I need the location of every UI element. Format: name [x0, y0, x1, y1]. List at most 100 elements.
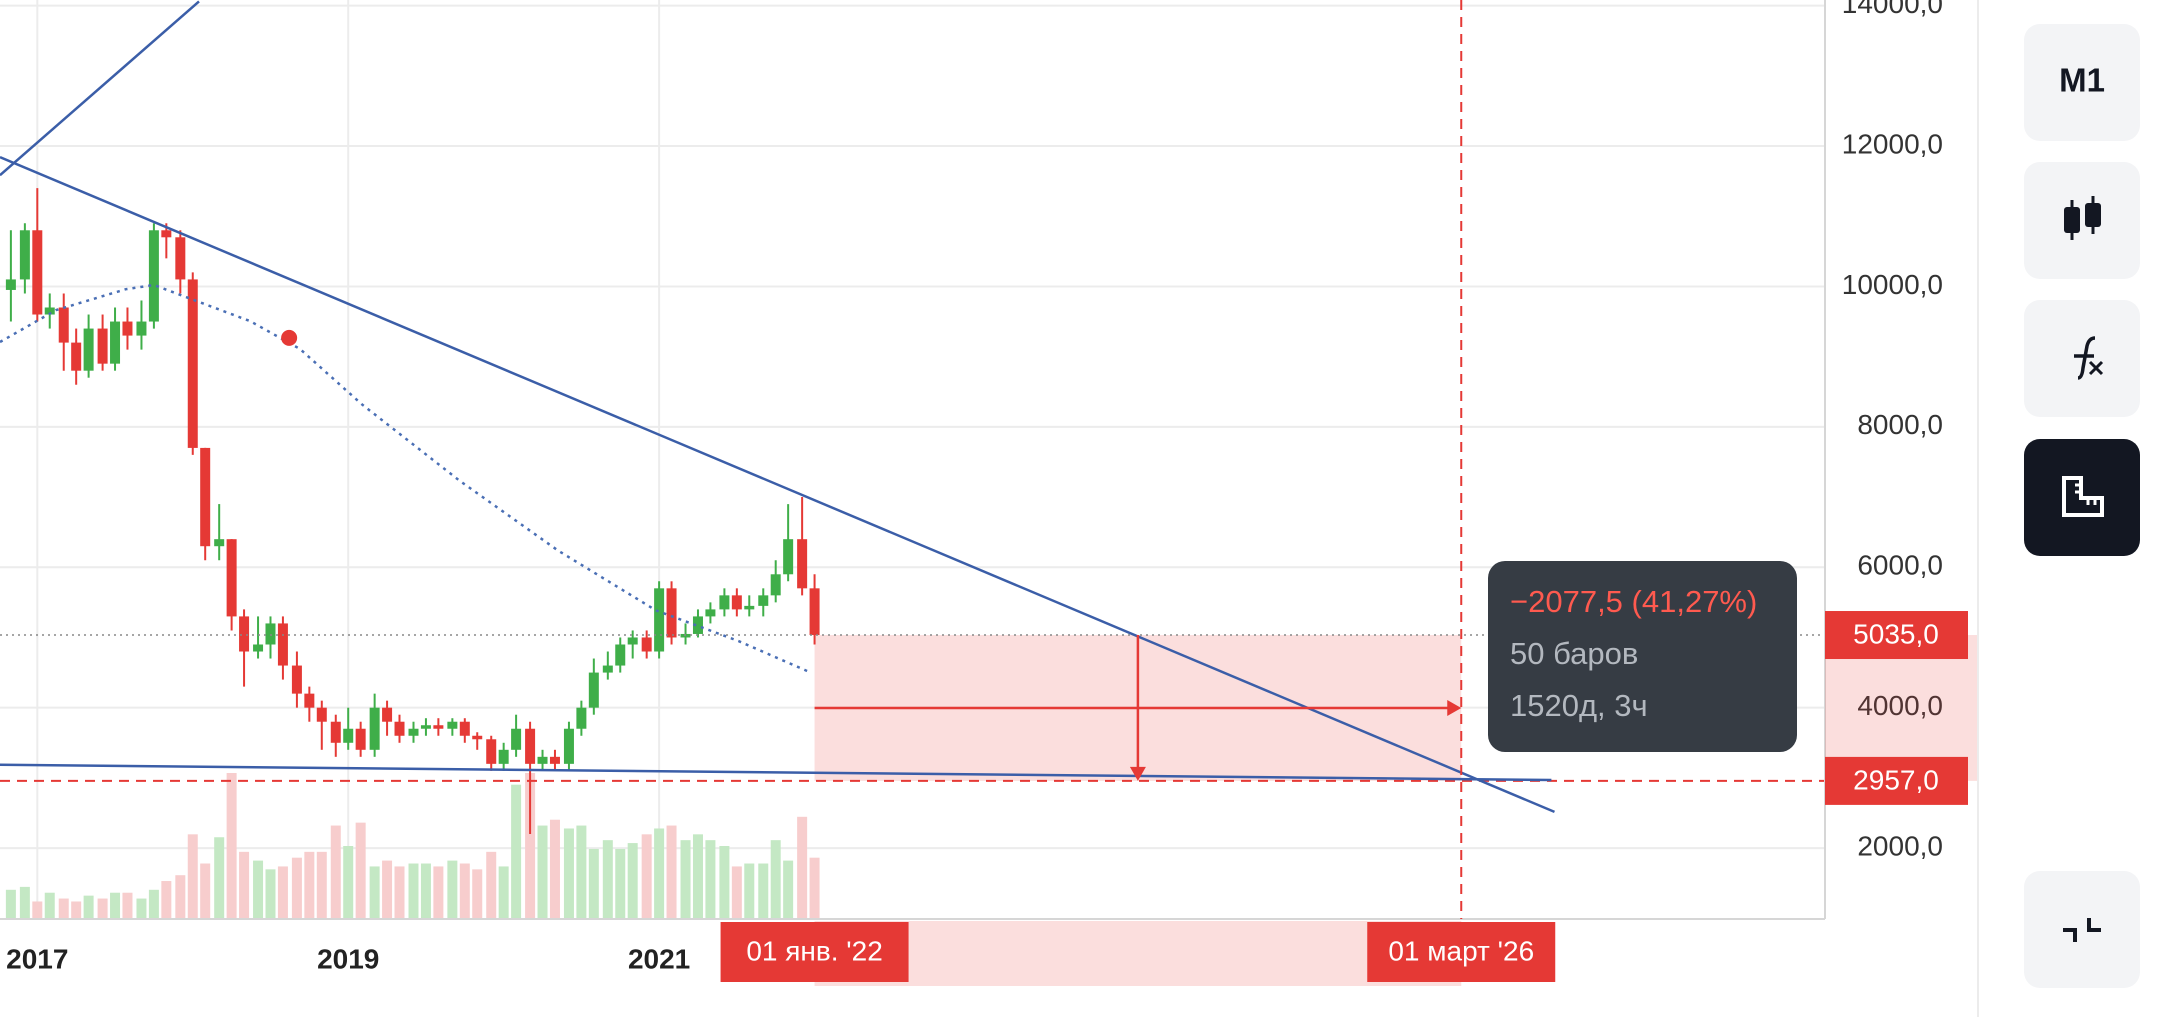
trend-line [0, 0, 200, 177]
tooltip-bars: 50 баров [1510, 636, 1638, 671]
candle-body [136, 321, 147, 336]
y-tick-label: 4000,0 [1857, 690, 1943, 721]
volume-bar [719, 846, 730, 919]
x-tick-label: 2019 [317, 943, 379, 974]
candle-body [44, 307, 55, 315]
volume-bar [408, 863, 419, 919]
candle-body [549, 756, 560, 764]
icon [2075, 483, 2097, 505]
volume-bar [394, 866, 405, 919]
date-tag-label: 01 янв. '22 [746, 935, 882, 966]
measure-y-range [1825, 635, 1978, 781]
candle-body [758, 595, 769, 606]
candle-body [239, 616, 250, 652]
volume-bar [136, 898, 147, 919]
volume-bar [226, 773, 237, 919]
volume-bar [602, 840, 613, 919]
marker-dot [281, 329, 298, 346]
timeframe-button[interactable]: M1 [2024, 24, 2140, 141]
volume-bar [382, 860, 393, 919]
volume-bar [32, 901, 43, 919]
volume-bar [5, 889, 16, 919]
candle-body [161, 230, 172, 238]
candle-body [316, 707, 327, 722]
candle-body [447, 721, 458, 729]
volume-bar [291, 857, 302, 919]
candle-body [304, 693, 315, 708]
volume-bar [744, 863, 755, 919]
button-bg [2024, 162, 2140, 279]
volume-bar [797, 816, 808, 919]
candle-body [355, 728, 366, 750]
button-bg [2024, 871, 2140, 988]
candle-body [486, 739, 497, 764]
tooltip-duration: 1520д, 3ч [1510, 688, 1648, 723]
volume-bar [304, 851, 315, 919]
candle-body [214, 539, 225, 547]
collapse-button[interactable] [2024, 871, 2140, 988]
timeframe-label: M1 [2059, 62, 2105, 99]
volume-bar [654, 828, 665, 919]
volume-bar [122, 892, 133, 919]
volume-bar [627, 843, 638, 919]
volume-bar [666, 825, 677, 919]
chart-type-button[interactable] [2024, 162, 2140, 279]
candle-body [382, 707, 393, 722]
volume-bar [369, 866, 380, 919]
volume-bar [770, 840, 781, 919]
volume-bar [265, 869, 276, 919]
candle-body [615, 644, 626, 666]
candle-body [783, 539, 794, 575]
volume-bar [97, 898, 108, 919]
candle-body [602, 665, 613, 673]
volume-bar [83, 895, 94, 919]
ruler-button[interactable] [2024, 439, 2140, 556]
button-bg [2024, 300, 2140, 417]
volume-bar [705, 840, 716, 919]
volume-bar [200, 863, 211, 919]
volume-bar [277, 866, 288, 919]
volume-bar [783, 860, 794, 919]
volume-bar [161, 881, 172, 919]
candle-body [576, 707, 587, 729]
candle-body [369, 707, 380, 750]
candle-body [265, 623, 276, 645]
candle-body [122, 321, 133, 336]
volume-bar [588, 848, 599, 919]
volume-bar [71, 901, 82, 919]
measure-x-range [814, 921, 1462, 986]
candle-body [666, 588, 677, 638]
volume-bar [187, 834, 198, 919]
candle-body [433, 725, 444, 729]
y-tick-label: 12000,0 [1842, 128, 1943, 159]
candle-body [5, 279, 16, 290]
candle-body [148, 230, 159, 322]
x-tick-label: 2017 [6, 943, 68, 974]
button-bg [2024, 24, 2140, 141]
arrow-head [1447, 699, 1462, 716]
candle-body [731, 595, 742, 610]
price-tag [1825, 611, 1968, 660]
price-tag [1825, 756, 1968, 805]
plot-area [0, 0, 1825, 919]
moving-average [0, 283, 812, 675]
candle-body [71, 342, 82, 371]
volume-bar [549, 819, 560, 919]
volume-bar [809, 857, 820, 919]
y-tick-label: 14000,0 [1842, 0, 1943, 19]
indicators-button[interactable] [2024, 300, 2140, 417]
candle-body [744, 605, 755, 610]
candle-body [719, 595, 730, 610]
candle-body [226, 539, 237, 617]
y-tick-label: 10000,0 [1842, 269, 1943, 300]
volume-bar [214, 837, 225, 919]
candle-body [627, 637, 638, 645]
volume-bar [537, 825, 548, 919]
volume-bar [316, 851, 327, 919]
candle-body [330, 721, 341, 743]
icon [2088, 360, 2104, 376]
candle-body [588, 672, 599, 708]
candle-body [200, 447, 211, 547]
